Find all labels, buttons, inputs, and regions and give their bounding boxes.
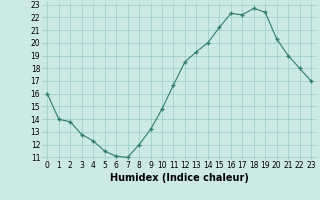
X-axis label: Humidex (Indice chaleur): Humidex (Indice chaleur) <box>110 173 249 183</box>
